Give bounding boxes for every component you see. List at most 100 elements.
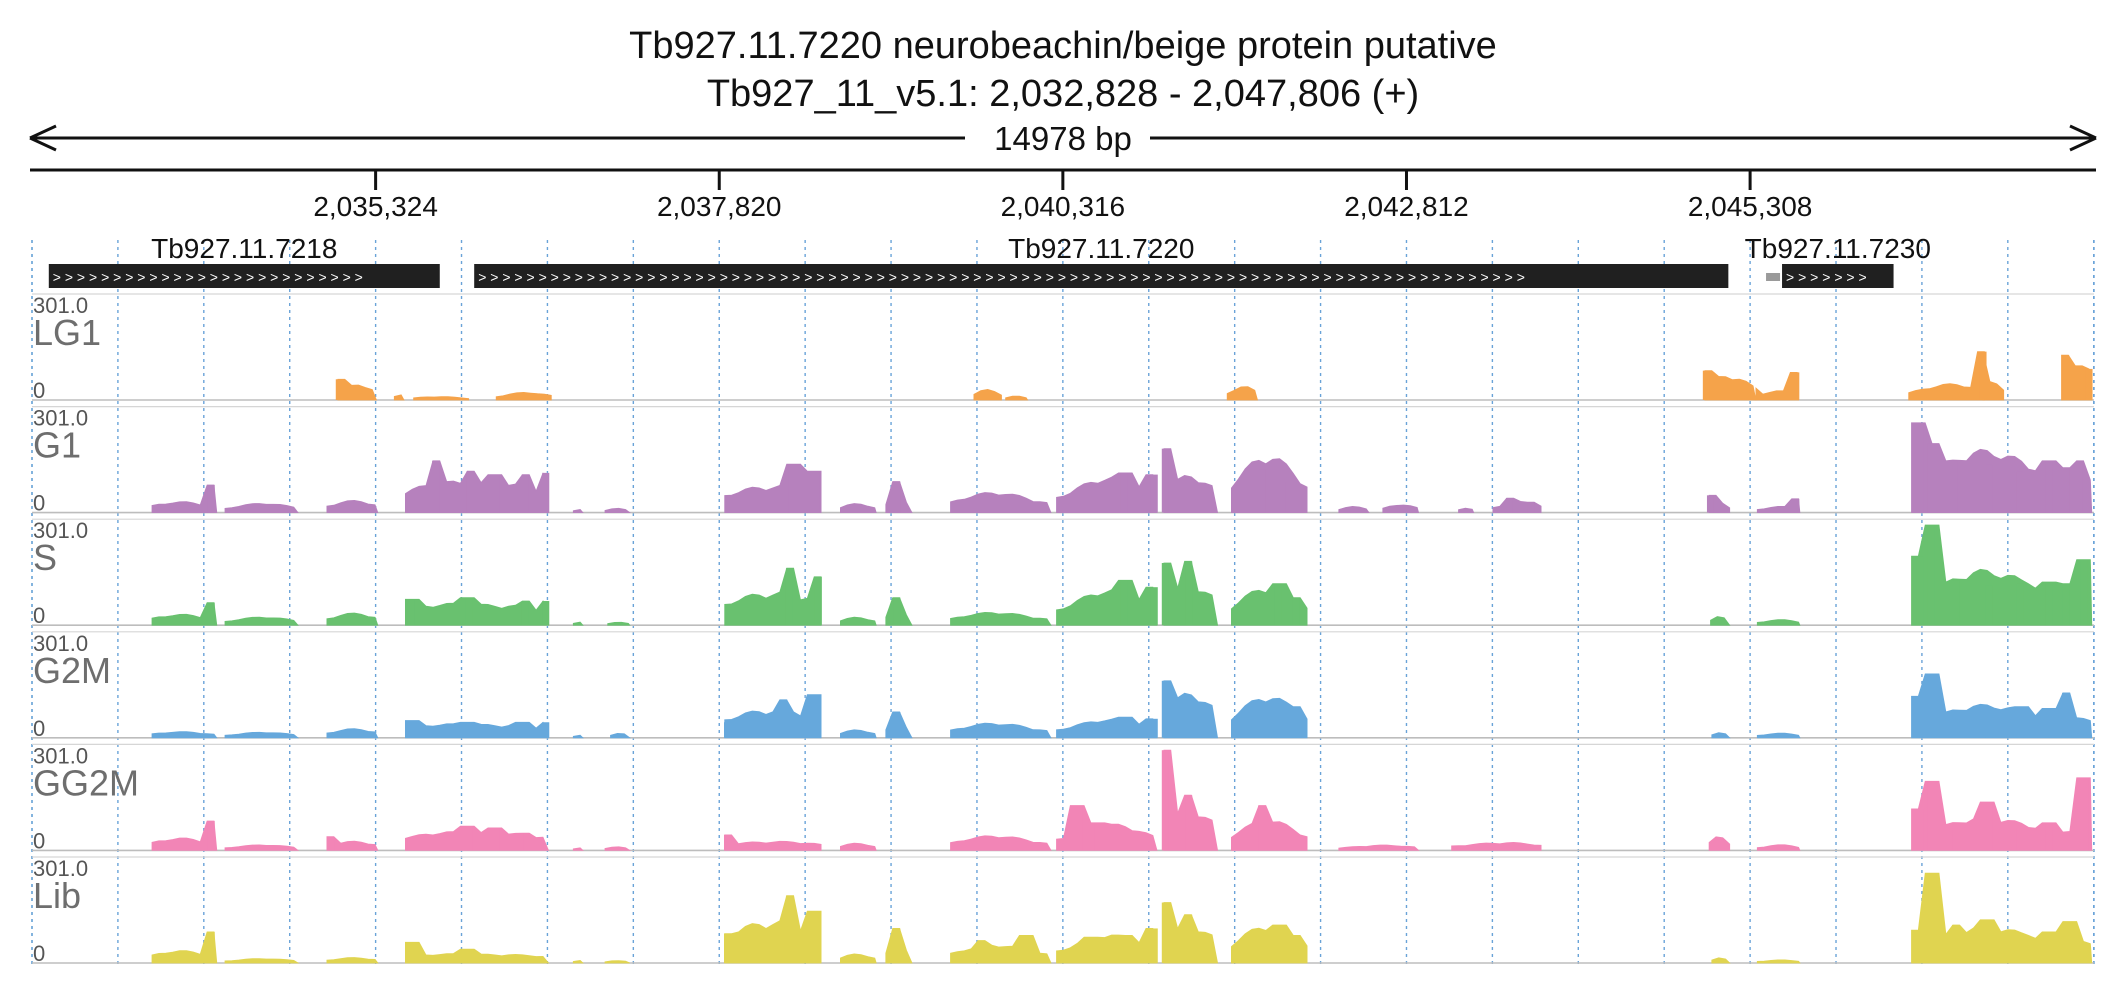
track-ymin-label: 0 xyxy=(33,491,45,516)
coverage-spike xyxy=(1927,781,1935,851)
tick-label: 2,045,308 xyxy=(1688,191,1813,222)
coverage-spike xyxy=(2016,583,2024,626)
coverage-area xyxy=(1711,957,1731,964)
coverage-spike xyxy=(521,474,529,513)
track-ymin-label: 0 xyxy=(33,378,45,403)
coverage-area xyxy=(1756,732,1801,739)
coverage-spike xyxy=(1985,464,1993,513)
coverage-area xyxy=(1708,494,1731,513)
coverage-spike xyxy=(1094,822,1102,851)
track-lg1: 301.0 0 LG1 xyxy=(32,293,2094,403)
coverage-spike xyxy=(2064,921,2072,963)
coverage-spike xyxy=(814,576,822,626)
coverage-area xyxy=(326,499,379,513)
coverage-area xyxy=(1756,844,1801,851)
coverage-spike xyxy=(1161,563,1169,626)
coverage-area xyxy=(840,842,877,851)
coverage-spike xyxy=(465,949,473,963)
gene-feature xyxy=(1782,264,1894,288)
coverage-spike xyxy=(407,942,415,963)
coverage-area xyxy=(572,959,584,964)
coverage-spike xyxy=(1952,580,1960,626)
x-axis-ticks: 2,035,324 2,037,820 2,040,316 2,042,812 2,04… xyxy=(313,170,1812,222)
coverage-spike xyxy=(724,933,732,963)
coverage-spike xyxy=(1527,502,1535,513)
coverage-spike xyxy=(1185,914,1193,963)
coverage-spike xyxy=(1952,924,1960,963)
coverage-spike xyxy=(1150,474,1158,513)
coverage-area xyxy=(1056,579,1158,626)
coverage-area xyxy=(1708,836,1731,851)
coverage-area xyxy=(404,460,549,513)
coverage-spike xyxy=(1792,498,1800,513)
coverage-spike xyxy=(1120,472,1128,513)
track-ymax-label: 301.0 xyxy=(33,743,88,768)
coverage-spike xyxy=(2062,355,2070,400)
coverage-area xyxy=(1704,370,1757,401)
coverage-spike xyxy=(1150,928,1158,963)
arrow-left-icon xyxy=(29,124,57,152)
coverage-area xyxy=(404,597,550,626)
coverage-area xyxy=(1911,872,2093,964)
track-ymax-label: 301.0 xyxy=(33,293,88,318)
coverage-area xyxy=(604,846,632,851)
coverage-area xyxy=(1005,395,1029,401)
coverage-area xyxy=(404,941,550,964)
track-ymin-label: 0 xyxy=(33,716,45,741)
coverage-area xyxy=(973,388,1002,401)
coverage-spike xyxy=(812,694,820,738)
coverage-spike xyxy=(2045,931,2053,963)
coverage-area xyxy=(224,844,300,851)
coverage-spike xyxy=(1075,805,1083,851)
coverage-spike xyxy=(977,940,985,963)
gridlines xyxy=(31,240,2095,965)
coverage-spike xyxy=(407,599,415,626)
gene-label: Tb927.11.7218 xyxy=(151,233,337,264)
coverage-area xyxy=(840,729,877,739)
coverage-spike xyxy=(2085,368,2093,400)
gene-label: Tb927.11.7220 xyxy=(1008,233,1194,264)
coverage-spike xyxy=(2045,822,2053,851)
coverage-spike xyxy=(542,601,550,626)
track-g2m: 301.0 0 G2M xyxy=(32,631,2094,741)
coverage-area xyxy=(572,621,584,626)
coverage-spike xyxy=(1505,498,1513,513)
coverage-area xyxy=(724,567,822,626)
track-ymax-label: 301.0 xyxy=(33,406,88,431)
coverage-spike xyxy=(1985,802,1993,851)
coverage-spike xyxy=(1120,717,1128,738)
coverage-spike xyxy=(812,471,820,513)
coverage-spike xyxy=(207,484,215,513)
track-name-label: Lib xyxy=(33,875,81,916)
arrow-right-icon xyxy=(2069,124,2097,152)
coverage-area xyxy=(724,895,822,964)
coverage-spike xyxy=(1702,370,1710,400)
coverage-spike xyxy=(2016,471,2024,513)
coverage-spike xyxy=(1927,525,1935,626)
gene-feature xyxy=(474,264,1729,288)
coverage-spike xyxy=(1950,460,1958,513)
coverage-area xyxy=(151,602,218,626)
tick-label: 2,037,820 xyxy=(657,191,782,222)
coverage-area xyxy=(1231,697,1308,739)
coverage-area xyxy=(151,731,218,739)
coverage-area xyxy=(604,960,630,964)
coverage-spike xyxy=(1706,495,1714,513)
strand-arrows: >>>>>>>>>>>>>>>>>>>>>>>>>>>>>>>>>>>>>>>>… xyxy=(478,269,1529,285)
coverage-spike xyxy=(785,895,793,963)
track-name-label: LG1 xyxy=(33,312,101,353)
coverage-spike xyxy=(207,931,215,963)
coverage-area xyxy=(1231,458,1308,513)
coverage-spike xyxy=(1916,556,1924,626)
coverage-spike xyxy=(520,722,528,738)
coverage-spike xyxy=(1161,750,1169,851)
gene-upstream-marker xyxy=(1766,273,1781,281)
track-ymin-label: 0 xyxy=(33,828,45,853)
coverage-spike xyxy=(523,833,531,851)
coverage-spike xyxy=(2016,827,2024,851)
coverage-area xyxy=(1911,777,2093,851)
coverage-area xyxy=(1908,351,1985,401)
coverage-spike xyxy=(1161,680,1169,738)
coverage-area xyxy=(1982,351,2005,401)
coverage-area xyxy=(1163,448,1219,513)
